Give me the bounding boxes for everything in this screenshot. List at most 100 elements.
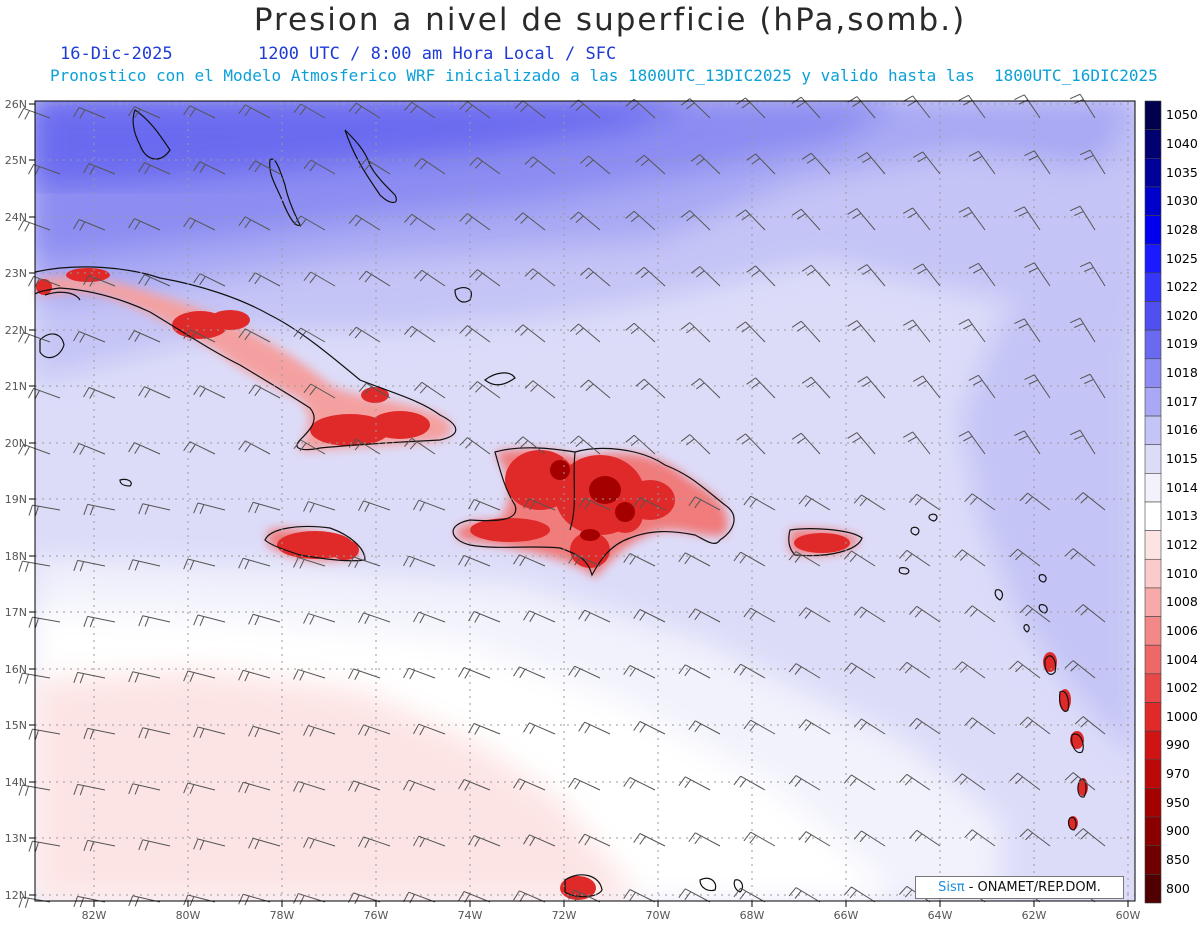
lat-label: 19N <box>5 493 27 506</box>
wind-barb <box>743 831 776 847</box>
colorbar-swatch <box>1144 702 1162 732</box>
colorbar-swatch <box>1144 845 1162 875</box>
wind-barb <box>1014 430 1041 455</box>
wind-barb <box>798 831 831 847</box>
wind-barb <box>1014 318 1041 343</box>
wind-barb <box>183 558 216 570</box>
wind-barb <box>968 262 996 287</box>
lon-label: 80W <box>176 909 201 922</box>
lat-label: 18N <box>5 550 27 563</box>
wind-barb <box>968 374 996 399</box>
wind-barb <box>578 833 611 847</box>
wind-barb <box>958 206 986 231</box>
wind-barb <box>523 722 556 735</box>
wind-barb <box>238 669 271 682</box>
wind-barb <box>902 207 931 231</box>
credit-org: - ONAMET/REP.DOM. <box>964 880 1101 895</box>
wind-barb <box>798 607 831 623</box>
wind-barb <box>736 321 766 343</box>
wind-barb <box>238 557 271 570</box>
wind-barb <box>788 775 821 791</box>
wind-barb <box>138 274 171 287</box>
wind-barb <box>468 499 501 511</box>
colorbar-swatch <box>1144 100 1162 130</box>
wind-barb <box>1064 548 1096 567</box>
lon-label: 68W <box>740 909 765 922</box>
wind-barb <box>788 663 821 679</box>
wind-barb <box>853 830 886 847</box>
wind-barb <box>358 612 391 625</box>
wind-barb <box>293 215 326 231</box>
wind-barb <box>469 157 501 175</box>
wind-barb <box>238 328 271 343</box>
wind-barb <box>1019 828 1051 847</box>
wind-barb <box>348 668 381 681</box>
lat-label: 26N <box>5 98 27 111</box>
colorbar-swatch <box>1144 358 1162 388</box>
wind-barb <box>1009 772 1041 791</box>
colorbar-swatch <box>1144 874 1162 904</box>
wind-barb <box>183 441 216 455</box>
colorbar-swatch <box>1144 329 1162 360</box>
wind-barb <box>635 266 666 287</box>
wind-barb <box>524 156 556 175</box>
wind-barb <box>690 154 721 175</box>
wind-barb <box>625 210 656 231</box>
wind-barb <box>680 434 711 455</box>
wind-barb <box>514 324 546 343</box>
wind-barb <box>183 782 216 794</box>
colorbar-label: 1017 <box>1166 393 1198 409</box>
wind-barb <box>736 433 766 455</box>
lon-label: 60W <box>1116 909 1141 922</box>
colorbar-label: 1006 <box>1166 622 1198 638</box>
colorbar-swatch <box>1144 816 1162 847</box>
colorbar-label: 1022 <box>1166 279 1198 295</box>
colorbar-label: 1020 <box>1166 307 1198 323</box>
wind-barb <box>238 104 271 119</box>
wind-barb <box>1079 149 1106 175</box>
wind-barb <box>635 378 666 399</box>
colorbar-swatch <box>1144 387 1162 417</box>
wind-barb <box>578 497 611 511</box>
wind-barb <box>578 721 611 735</box>
wind-barb <box>303 837 336 849</box>
wind-barb <box>128 671 161 683</box>
wind-barb <box>899 661 931 679</box>
wind-barb <box>248 501 281 514</box>
wind-barb <box>843 662 876 679</box>
wind-barb <box>580 267 611 287</box>
colorbar-swatch <box>1144 444 1162 474</box>
wind-barb <box>414 157 446 175</box>
credit-box: Sisπ - ONAMET/REP.DOM. <box>915 876 1124 899</box>
wind-barb <box>798 719 831 735</box>
wind-barb <box>1024 150 1051 175</box>
wind-barb <box>404 101 436 119</box>
wind-barb <box>733 887 766 903</box>
colorbar-label: 1004 <box>1166 651 1198 667</box>
colorbar-swatch <box>1144 272 1162 302</box>
wind-barb <box>458 555 491 567</box>
wind-barb <box>801 376 831 399</box>
wind-barb <box>791 320 821 343</box>
wind-barb <box>570 211 601 231</box>
colorbar-swatch <box>1144 301 1162 331</box>
wind-barb <box>1024 262 1051 287</box>
valid-time: 1200 UTC / 8:00 am Hora Local / SFC <box>258 44 617 64</box>
wind-barb <box>303 501 336 513</box>
wind-barb <box>459 101 491 119</box>
wind-barb <box>358 158 391 175</box>
wind-barb <box>513 778 546 791</box>
wind-barb <box>293 439 326 455</box>
wind-barb <box>183 329 216 343</box>
wind-barb <box>964 605 996 623</box>
wind-barb <box>303 383 336 399</box>
wind-barb <box>183 217 216 231</box>
lat-label: 16N <box>5 663 27 676</box>
wind-barb <box>580 379 611 399</box>
wind-barb <box>843 550 876 567</box>
wind-barb <box>403 891 436 904</box>
wind-barb <box>847 432 876 455</box>
wind-barb <box>733 663 766 679</box>
wind-barb <box>73 559 106 572</box>
lat-label: 12N <box>5 889 27 902</box>
